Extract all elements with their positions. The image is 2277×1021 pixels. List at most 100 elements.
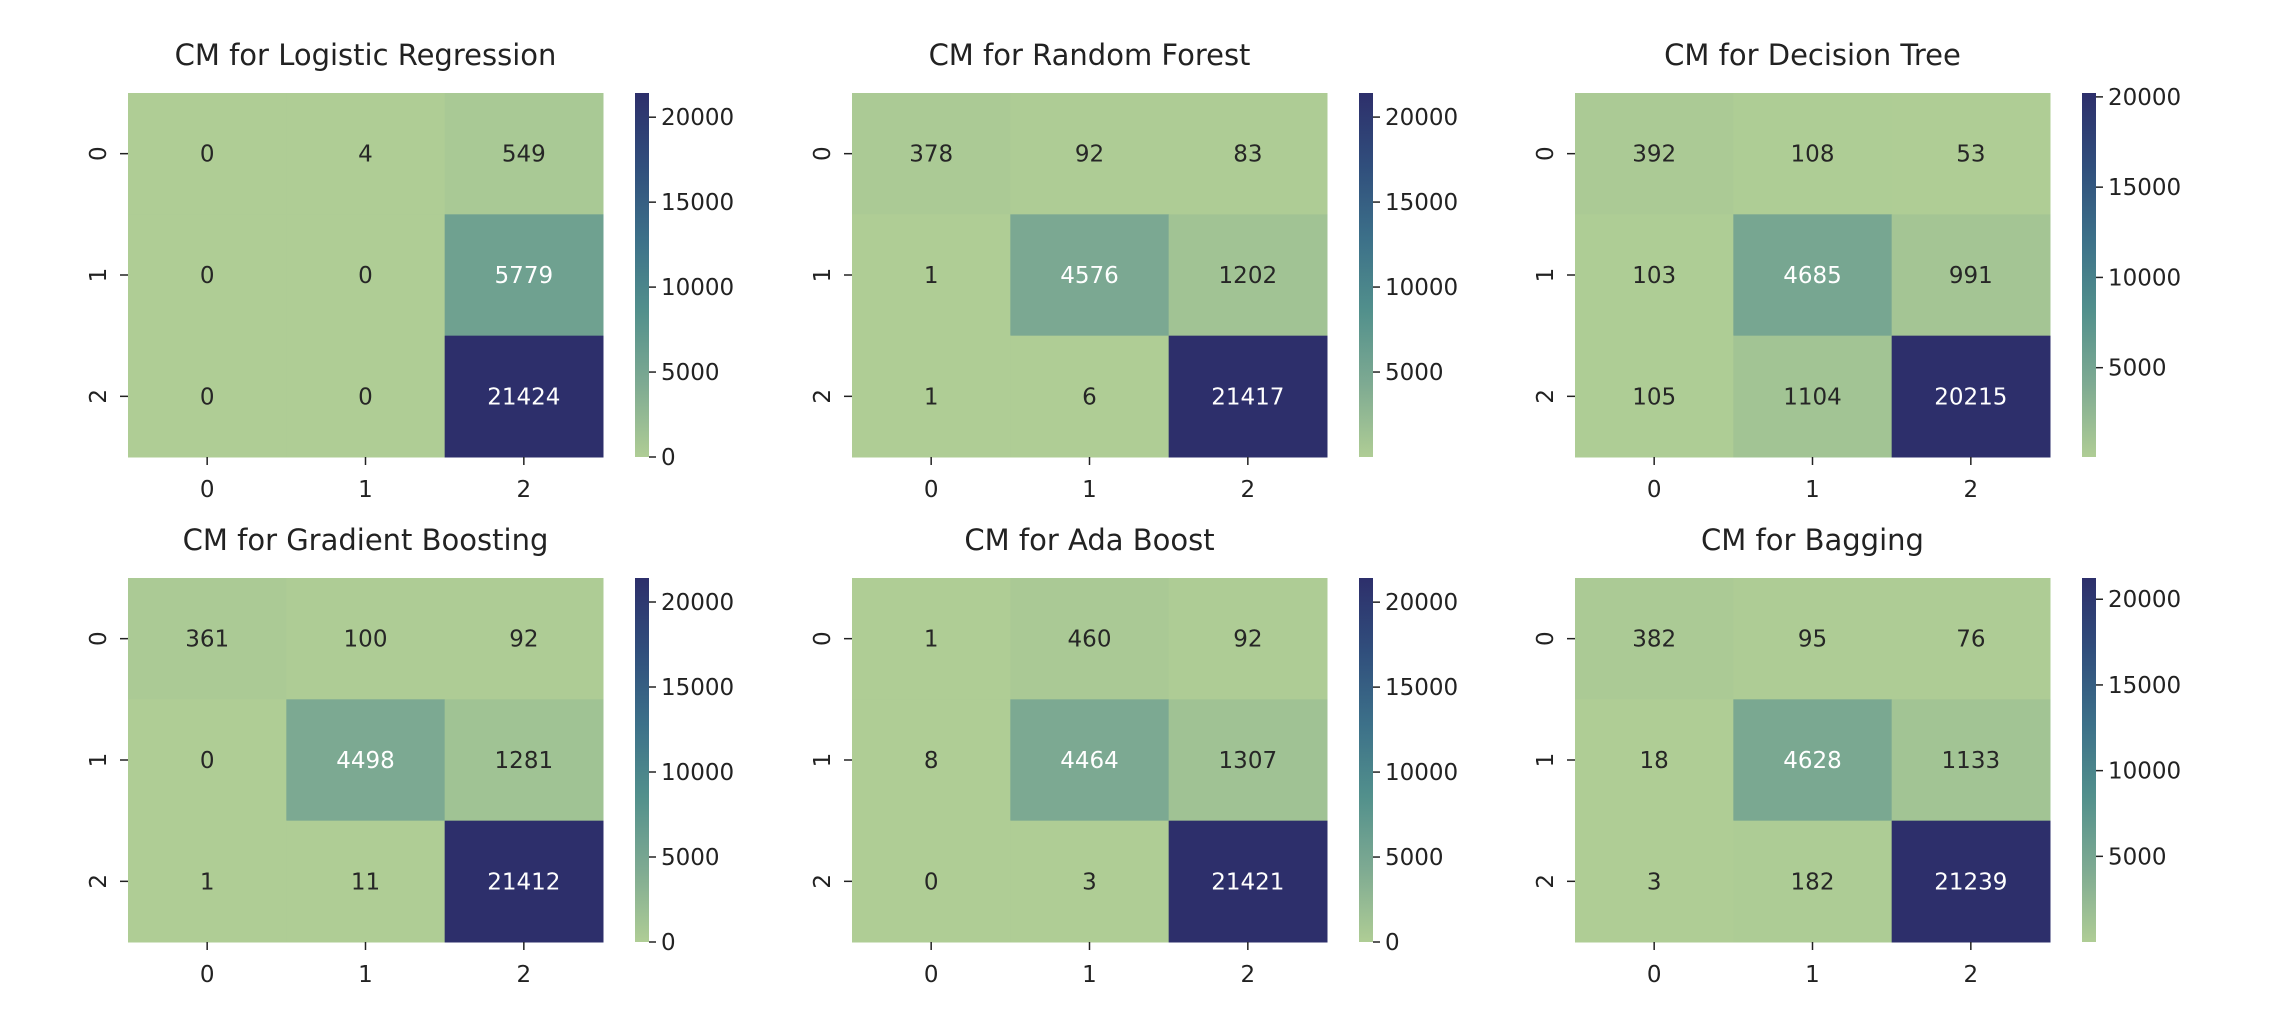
heatmap-cell: [1010, 578, 1170, 700]
heatmap-cell: [1575, 93, 1734, 215]
heatmap-cell: [286, 93, 446, 215]
y-tick-label: 2: [810, 389, 836, 404]
colorbar-tick-label: 10000: [2108, 265, 2181, 291]
cell-value-label: 92: [1075, 142, 1104, 168]
x-tick-label: 2: [1241, 477, 1256, 503]
x-tick-label: 1: [1082, 477, 1097, 503]
cell-value-label: 1307: [1219, 748, 1278, 774]
colorbar-tick-label: 0: [1385, 930, 1400, 956]
colorbar-tick-label: 5000: [2108, 844, 2167, 870]
cell-value-label: 4685: [1783, 263, 1842, 289]
heatmap-cell: [286, 699, 446, 822]
colorbar-tick-label: 15000: [1385, 190, 1458, 216]
y-tick-label: 2: [86, 874, 112, 889]
heatmap-cell: [852, 335, 1011, 458]
x-tick-label: 0: [200, 962, 215, 988]
cell-value-label: 0: [200, 263, 215, 289]
cell-value-label: 4576: [1060, 263, 1119, 289]
cell-value-label: 53: [1956, 142, 1985, 168]
colorbar-tick-label: 5000: [1385, 845, 1444, 871]
colorbar-tick-label: 10000: [1385, 760, 1458, 786]
cell-value-label: 0: [200, 384, 215, 410]
x-tick-label: 0: [1647, 477, 1662, 503]
cell-value-label: 3: [1647, 869, 1662, 895]
colorbar-tick-label: 20000: [2108, 587, 2181, 613]
colorbar-tick-label: 15000: [1385, 675, 1458, 701]
cell-value-label: 4464: [1060, 748, 1119, 774]
cell-value-label: 1104: [1783, 384, 1842, 410]
cell-value-label: 108: [1791, 142, 1835, 168]
cell-value-label: 361: [185, 627, 229, 653]
heatmap-cell: [1733, 335, 1893, 458]
cell-value-label: 1: [924, 384, 939, 410]
cell-value-label: 5779: [495, 263, 554, 289]
heatmap-cell: [1010, 699, 1170, 822]
heatmap-cell: [128, 578, 287, 700]
heatmap-cell: [1891, 699, 2051, 822]
colorbar-tick-label: 20000: [2108, 85, 2181, 111]
colorbar-tick-label: 10000: [2108, 759, 2181, 785]
heatmap-cell: [1733, 578, 1893, 700]
colorbar-tick-label: 20000: [661, 590, 734, 616]
cell-value-label: 8: [924, 748, 939, 774]
heatmap-cell: [1168, 820, 1328, 943]
y-tick-label: 1: [86, 753, 112, 768]
colorbar: [1359, 93, 1373, 457]
colorbar-tick-label: 0: [661, 445, 676, 471]
colorbar-tick-label: 10000: [661, 275, 734, 301]
cell-value-label: 92: [1233, 627, 1262, 653]
chart-title: CM for Bagging: [1701, 523, 1924, 557]
cell-value-label: 0: [358, 384, 373, 410]
cell-value-label: 21412: [487, 869, 560, 895]
colorbar: [2082, 578, 2096, 942]
cell-value-label: 105: [1632, 384, 1676, 410]
cell-value-label: 0: [358, 263, 373, 289]
x-tick-label: 2: [1964, 962, 1979, 988]
cell-value-label: 460: [1068, 627, 1112, 653]
heatmap-cell: [444, 335, 604, 458]
heatmap-cell: [852, 820, 1011, 943]
colorbar-tick-label: 15000: [2108, 175, 2181, 201]
y-tick-label: 1: [1533, 268, 1559, 283]
x-tick-label: 0: [200, 477, 215, 503]
heatmap-cell: [128, 820, 287, 943]
y-tick-label: 0: [1533, 631, 1559, 646]
colorbar-tick-label: 20000: [1385, 105, 1458, 131]
cell-value-label: 182: [1791, 869, 1835, 895]
colorbar: [635, 93, 649, 457]
colorbar-tick-label: 15000: [661, 675, 734, 701]
cell-value-label: 76: [1956, 627, 1985, 653]
x-tick-label: 2: [517, 477, 532, 503]
colorbar-tick-label: 0: [661, 930, 676, 956]
cell-value-label: 549: [502, 142, 546, 168]
cell-value-label: 103: [1632, 263, 1676, 289]
cell-value-label: 392: [1632, 142, 1676, 168]
heatmap-cell: [1010, 93, 1170, 215]
cell-value-label: 0: [200, 142, 215, 168]
cell-value-label: 100: [344, 627, 388, 653]
chart-title: CM for Ada Boost: [964, 523, 1214, 557]
y-tick-label: 0: [86, 146, 112, 161]
colorbar-tick-label: 15000: [661, 190, 734, 216]
heatmap-cell: [128, 214, 287, 337]
heatmap-cell: [444, 214, 604, 337]
cell-value-label: 83: [1233, 142, 1262, 168]
heatmap-cell: [444, 93, 604, 215]
cell-value-label: 18: [1640, 748, 1669, 774]
cell-value-label: 991: [1949, 263, 1993, 289]
y-tick-label: 1: [810, 753, 836, 768]
y-tick-label: 1: [86, 268, 112, 283]
colorbar-tick-label: 5000: [2108, 356, 2167, 382]
heatmap-cell: [852, 214, 1011, 337]
cell-value-label: 92: [509, 627, 538, 653]
heatmap-cell: [1010, 214, 1170, 337]
cell-value-label: 4498: [336, 748, 395, 774]
heatmap-panel: CM for Ada Boost 1 460 92 8 4464 1307 0 3 21421 0 1…: [810, 523, 1458, 988]
heatmap-cell: [444, 820, 604, 943]
cell-value-label: 4628: [1783, 748, 1842, 774]
cell-value-label: 21421: [1211, 869, 1284, 895]
heatmap-cell: [1891, 214, 2051, 337]
colorbar-tick-label: 5000: [1385, 360, 1444, 386]
